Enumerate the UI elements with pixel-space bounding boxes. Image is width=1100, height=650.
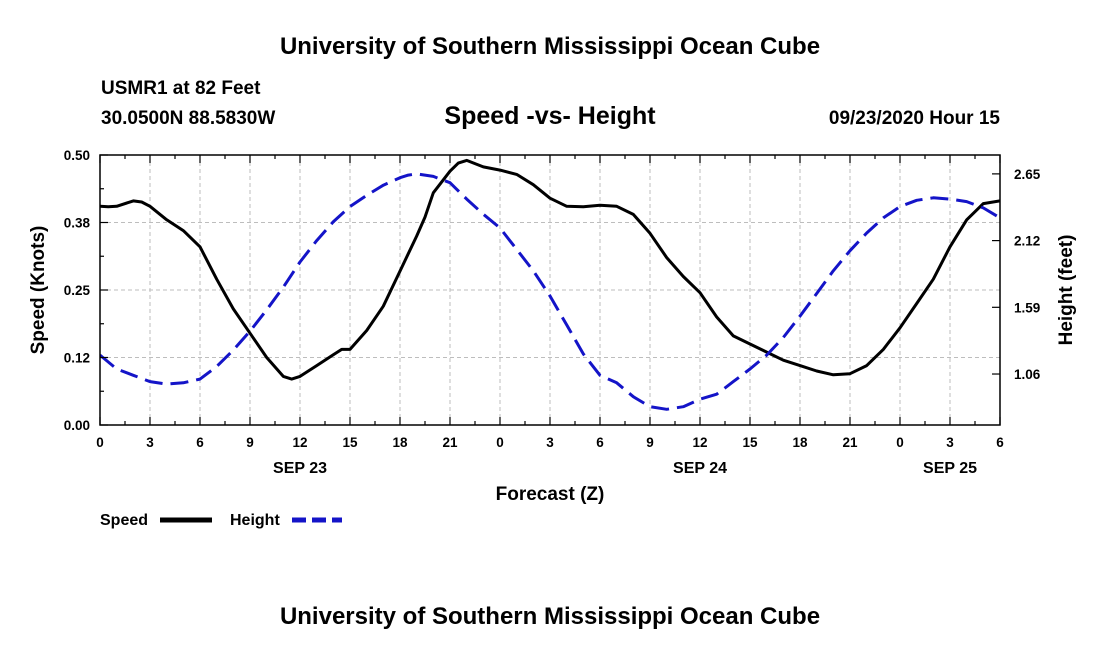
x-tick-label: 18	[392, 435, 408, 450]
x-tick-label: 15	[342, 435, 358, 450]
legend: Speed Height	[100, 512, 342, 529]
series-speed-line	[100, 158, 1000, 381]
plot-title: Speed -vs- Height	[444, 102, 656, 130]
y-tick-label-left: 0.00	[64, 418, 90, 433]
x-tick-label: 6	[596, 435, 604, 450]
x-tick-label: 21	[442, 435, 458, 450]
x-tick-label: 18	[792, 435, 808, 450]
title-top: University of Southern Mississippi Ocean…	[280, 33, 820, 60]
x-tick-label: 9	[246, 435, 254, 450]
y-axis-title-right: Height (feet)	[1056, 235, 1077, 346]
x-tick-label: 3	[946, 435, 954, 450]
y-axis-title-left: Speed (Knots)	[28, 226, 49, 355]
y-tick-label-right: 2.65	[1014, 167, 1041, 182]
coords-label: 30.0500N 88.5830W	[101, 108, 275, 129]
x-tick-label: 6	[196, 435, 204, 450]
x-tick-label: 9	[646, 435, 654, 450]
x-tick-label: 0	[896, 435, 904, 450]
y-tick-label-left: 0.25	[64, 283, 91, 298]
date-label: SEP 24	[673, 460, 727, 477]
x-axis-title: Forecast (Z)	[496, 484, 605, 505]
legend-speed-label: Speed	[100, 512, 148, 529]
series-layer	[100, 158, 1000, 411]
x-tick-label: 6	[996, 435, 1004, 450]
series-height-line	[100, 172, 1000, 411]
y-tick-label-right: 1.06	[1014, 367, 1041, 382]
legend-height-label: Height	[230, 512, 280, 529]
x-tick-label: 3	[546, 435, 554, 450]
x-tick-label: 12	[692, 435, 707, 450]
y-tick-label-right: 1.59	[1014, 300, 1040, 315]
date-label: SEP 25	[923, 460, 977, 477]
ticks: 0 3 6 9 12 15 18 21 0 3 6 9 12 15 18 21 0 3 6 SEP 23 SEP 24 S…	[64, 148, 1041, 477]
y-tick-label-left: 0.50	[64, 148, 90, 163]
x-tick-label: 0	[96, 435, 104, 450]
x-tick-label: 21	[842, 435, 858, 450]
x-tick-label: 12	[292, 435, 307, 450]
x-tick-label: 15	[742, 435, 758, 450]
x-tick-label: 0	[496, 435, 504, 450]
title-bottom: University of Southern Mississippi Ocean…	[280, 603, 820, 630]
grid	[100, 155, 1000, 425]
y-tick-label-right: 2.12	[1014, 234, 1040, 249]
y-tick-label-left: 0.38	[64, 216, 91, 231]
y-tick-label-left: 0.12	[64, 351, 90, 366]
x-tick-label: 3	[146, 435, 154, 450]
datetime-label: 09/23/2020 Hour 15	[829, 108, 1001, 129]
station-label: USMR1 at 82 Feet	[101, 78, 261, 99]
date-label: SEP 23	[273, 460, 327, 477]
